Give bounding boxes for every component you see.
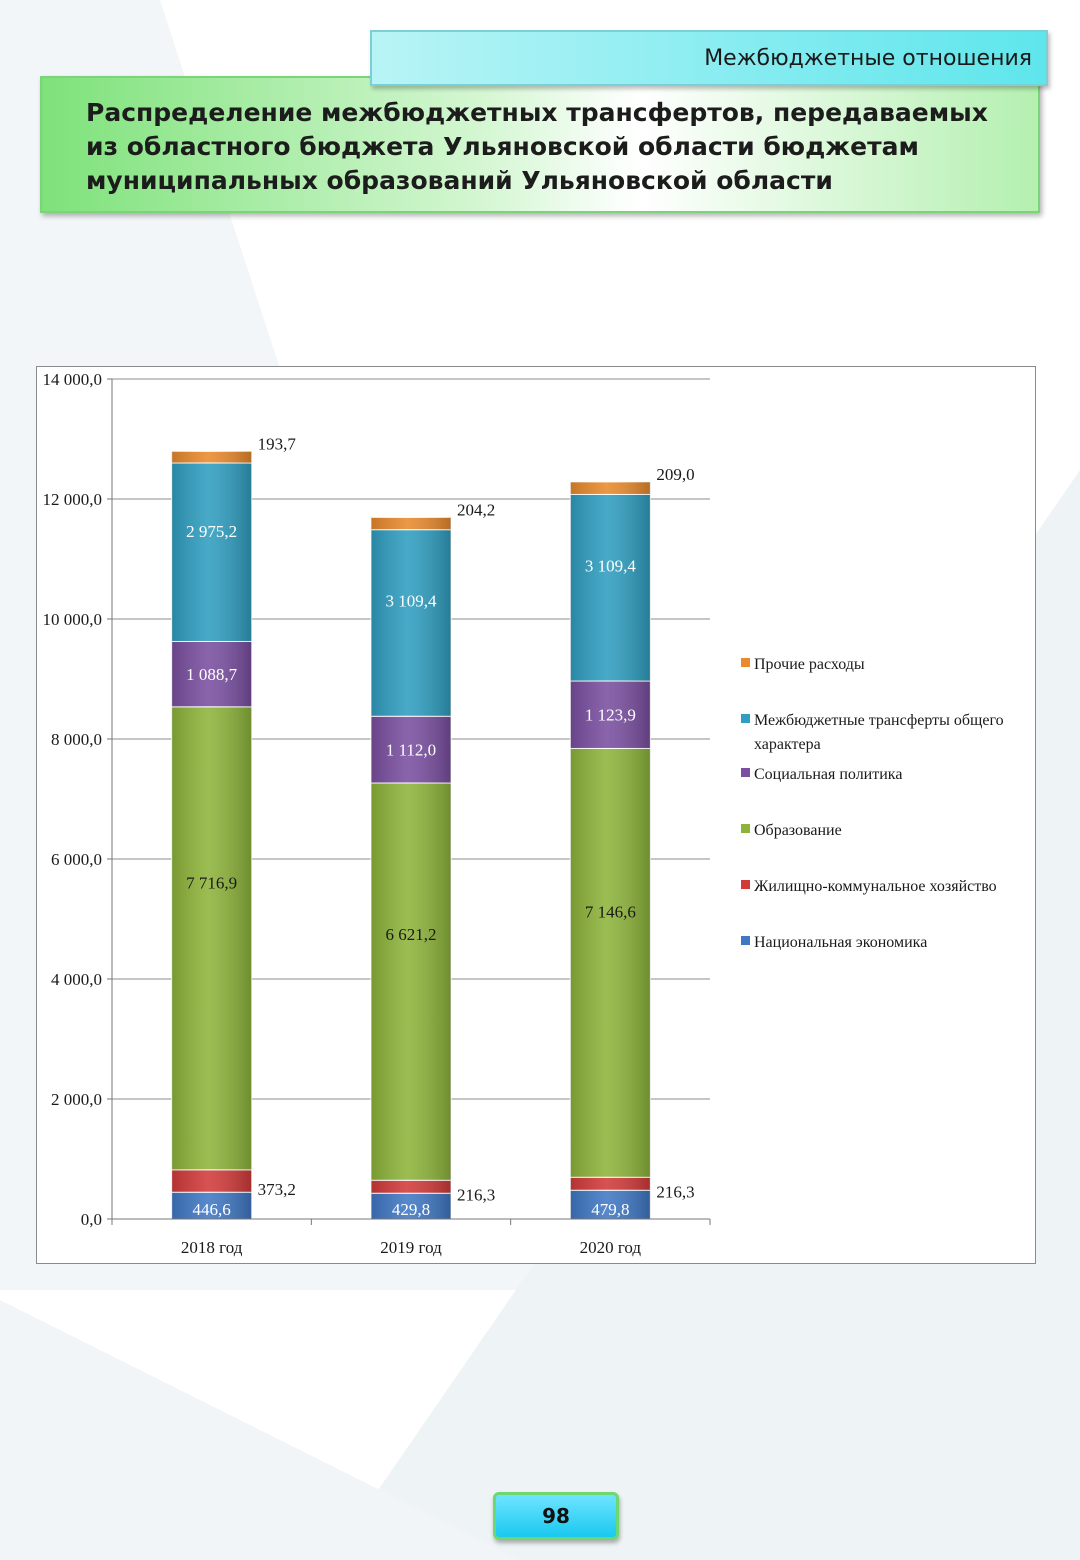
bar-segment-group: [171, 640, 253, 708]
legend-label: Образование: [754, 822, 842, 839]
legend-swatch: [741, 880, 750, 889]
bar-segment-shade: [570, 481, 651, 495]
bar-segment-group: [569, 680, 651, 749]
y-tick-label: 8 000,0: [51, 730, 102, 749]
bar-segment-shade: [570, 1190, 651, 1219]
bar-segment-group: [171, 1191, 253, 1220]
data-label: 373,2: [258, 1180, 296, 1199]
data-label: 429,8: [392, 1200, 430, 1219]
section-tab: Межбюджетные отношения: [370, 30, 1048, 86]
bar-segment-shade: [371, 716, 451, 783]
y-tick-label: 12 000,0: [43, 490, 103, 509]
legend-item: Межбюджетные трансферты общего характера: [741, 712, 1004, 753]
legend-swatch: [741, 714, 750, 723]
data-label: 6 621,2: [386, 925, 437, 944]
data-label: 1 123,9: [585, 706, 636, 725]
bar-segment-shade: [171, 1192, 252, 1219]
bar-segment-shade: [371, 529, 451, 717]
section-tab-label: Межбюджетные отношения: [704, 46, 1032, 71]
bar-segment-group: [171, 462, 253, 642]
data-label: 193,7: [258, 434, 297, 453]
y-tick-label: 14 000,0: [43, 370, 103, 389]
legend-label: Жилищно-коммунальное хозяйство: [754, 878, 997, 895]
page-number: 98: [493, 1492, 619, 1540]
legend-label: характера: [754, 736, 821, 753]
bar-segment-group: [370, 516, 452, 531]
bar-segment-group: [569, 481, 651, 495]
x-tick-label: 2019 год: [380, 1238, 442, 1257]
data-label: 204,2: [457, 500, 495, 519]
bar-segment-shade: [171, 1169, 252, 1193]
legend-label: Прочие расходы: [754, 656, 865, 673]
bar-segment-group: [171, 1169, 253, 1193]
y-tick-label: 2 000,0: [51, 1090, 102, 1109]
stacked-bar-chart: 446,6 373,2 7 716,9 1 088,7 2 975,2 193,7 429,…: [43, 370, 1004, 1257]
bar-segment-group: [370, 1179, 452, 1194]
legend-label: Национальная экономика: [754, 934, 927, 951]
bar-segment-group: [171, 450, 253, 464]
bar-segment-group: [370, 1192, 452, 1220]
x-tick-label: 2018 год: [181, 1238, 243, 1257]
bar-segment-shade: [171, 451, 252, 463]
data-label: 3 109,4: [386, 592, 438, 611]
bar-segment-shade: [371, 1180, 451, 1194]
data-label: 209,0: [656, 465, 694, 484]
bar-segment-shade: [570, 1177, 651, 1191]
bar-segment-group: [569, 1189, 651, 1220]
legend-item: Образование: [741, 822, 842, 839]
bar-segment-shade: [371, 517, 451, 530]
bar-segment-shade: [171, 462, 252, 642]
bar-segment-group: [370, 782, 452, 1181]
page-title: Распределение межбюджетных трансфертов, …: [86, 98, 988, 195]
bar-segment-shade: [171, 641, 252, 707]
legend-item: Жилищно-коммунальное хозяйство: [741, 878, 997, 895]
chart-frame: 446,6 373,2 7 716,9 1 088,7 2 975,2 193,7 429,…: [36, 366, 1036, 1264]
bar-segment-group: [370, 715, 452, 784]
legend-label: Межбюджетные трансферты общего: [754, 712, 1004, 729]
bar-segment-shade: [570, 494, 651, 682]
legend-swatch: [741, 936, 750, 945]
bar-segment-shade: [570, 681, 651, 749]
bar-segment-group: [370, 529, 452, 717]
legend-swatch: [741, 824, 750, 833]
data-label: 446,6: [193, 1200, 231, 1219]
legend-swatch: [741, 768, 750, 777]
legend-item: Прочие расходы: [741, 656, 865, 673]
data-label: 7 146,6: [585, 902, 636, 921]
y-tick-label: 6 000,0: [51, 850, 102, 869]
data-label: 2 975,2: [186, 522, 237, 541]
data-label: 216,3: [457, 1186, 495, 1205]
y-tick-label: 0,0: [81, 1210, 102, 1229]
legend-item: Национальная экономика: [741, 934, 927, 951]
bar-segment-shade: [371, 1193, 451, 1219]
y-tick-label: 4 000,0: [51, 970, 102, 989]
bar-segment-shade: [570, 748, 651, 1178]
legend-label: Социальная политика: [754, 766, 902, 783]
bar-segment-group: [569, 493, 651, 682]
data-label: 1 088,7: [186, 665, 238, 684]
data-label: 479,8: [591, 1200, 629, 1219]
x-tick-label: 2020 год: [580, 1238, 642, 1257]
bar-segment-group: [569, 747, 651, 1178]
title-banner: Распределение межбюджетных трансфертов, …: [40, 76, 1040, 213]
bar-segment-shade: [171, 706, 252, 1170]
legend-swatch: [741, 658, 750, 667]
y-tick-label: 10 000,0: [43, 610, 103, 629]
bar-segment-group: [171, 706, 253, 1171]
legend-item: Социальная политика: [741, 766, 902, 783]
bar-segment-shade: [371, 782, 451, 1181]
data-label: 3 109,4: [585, 556, 637, 575]
bar-segment-group: [569, 1176, 651, 1191]
data-label: 7 716,9: [186, 874, 237, 893]
data-label: 216,3: [656, 1183, 694, 1202]
data-label: 1 112,0: [386, 741, 436, 760]
